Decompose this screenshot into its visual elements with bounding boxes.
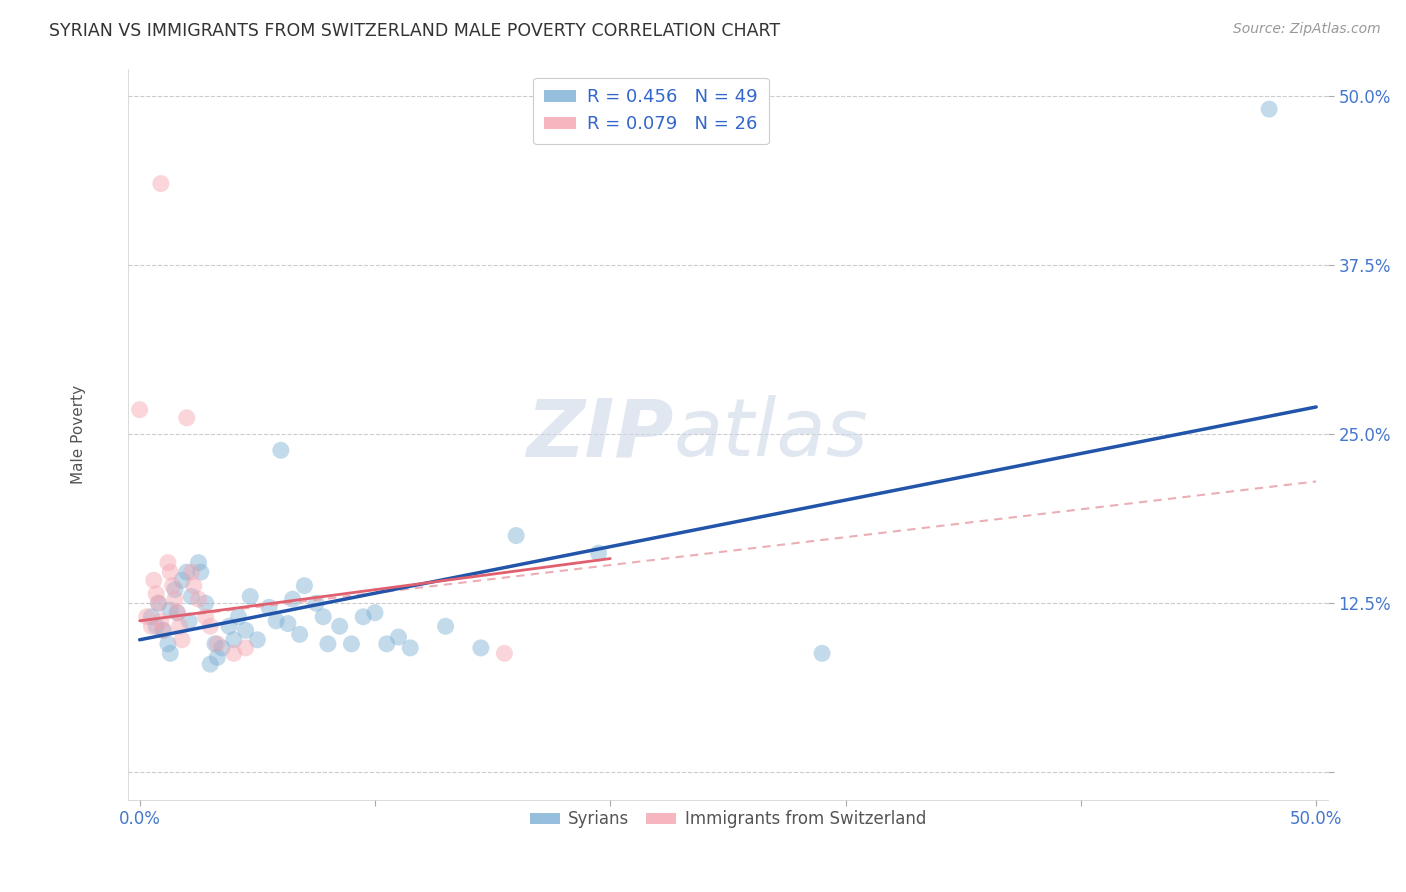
Point xyxy=(316,637,339,651)
Y-axis label: Male Poverty: Male Poverty xyxy=(72,384,86,483)
Point xyxy=(811,646,834,660)
Point xyxy=(235,640,257,655)
Point xyxy=(399,640,422,655)
Point xyxy=(148,596,170,610)
Point xyxy=(200,657,222,672)
Point xyxy=(187,556,209,570)
Point xyxy=(222,632,245,647)
Point xyxy=(340,637,363,651)
Point xyxy=(364,606,387,620)
Point xyxy=(145,587,167,601)
Point xyxy=(329,619,352,633)
Point xyxy=(470,640,492,655)
Point xyxy=(494,646,516,660)
Point xyxy=(239,590,262,604)
Point xyxy=(277,616,299,631)
Point xyxy=(162,579,184,593)
Point xyxy=(228,609,250,624)
Point xyxy=(176,565,198,579)
Point xyxy=(352,609,374,624)
Point xyxy=(166,606,188,620)
Point xyxy=(200,619,222,633)
Point xyxy=(159,565,181,579)
Point xyxy=(387,630,409,644)
Point xyxy=(152,624,174,638)
Point xyxy=(194,609,217,624)
Point xyxy=(375,637,398,651)
Point xyxy=(207,637,229,651)
Point xyxy=(145,619,167,633)
Point xyxy=(505,528,527,542)
Point xyxy=(169,619,191,633)
Point xyxy=(257,600,280,615)
Point xyxy=(180,590,202,604)
Point xyxy=(163,592,186,607)
Point xyxy=(288,627,311,641)
Point xyxy=(211,640,233,655)
Point xyxy=(141,619,163,633)
Point xyxy=(281,592,304,607)
Point xyxy=(180,565,202,579)
Point xyxy=(207,650,229,665)
Point xyxy=(159,603,181,617)
Point xyxy=(148,596,170,610)
Point xyxy=(1258,102,1281,116)
Point xyxy=(170,632,193,647)
Point xyxy=(588,546,610,560)
Point xyxy=(305,596,328,610)
Point xyxy=(159,646,181,660)
Point xyxy=(246,632,269,647)
Point xyxy=(292,579,315,593)
Point xyxy=(270,443,292,458)
Point xyxy=(190,565,212,579)
Point xyxy=(135,609,157,624)
Point xyxy=(235,624,257,638)
Point xyxy=(264,614,287,628)
Legend: Syrians, Immigrants from Switzerland: Syrians, Immigrants from Switzerland xyxy=(523,804,932,835)
Point xyxy=(156,556,179,570)
Point xyxy=(156,637,179,651)
Point xyxy=(194,596,217,610)
Point xyxy=(222,646,245,660)
Point xyxy=(183,579,205,593)
Point xyxy=(166,606,188,620)
Point xyxy=(204,637,226,651)
Point xyxy=(176,410,198,425)
Point xyxy=(177,614,200,628)
Text: Source: ZipAtlas.com: Source: ZipAtlas.com xyxy=(1233,22,1381,37)
Point xyxy=(187,592,209,607)
Text: SYRIAN VS IMMIGRANTS FROM SWITZERLAND MALE POVERTY CORRELATION CHART: SYRIAN VS IMMIGRANTS FROM SWITZERLAND MA… xyxy=(49,22,780,40)
Point xyxy=(142,573,165,587)
Point xyxy=(141,609,163,624)
Point xyxy=(218,619,240,633)
Point xyxy=(163,582,186,597)
Point xyxy=(312,609,335,624)
Point xyxy=(434,619,457,633)
Point xyxy=(149,614,172,628)
Text: atlas: atlas xyxy=(673,395,869,473)
Point xyxy=(170,573,193,587)
Point xyxy=(152,624,174,638)
Point xyxy=(149,177,172,191)
Text: ZIP: ZIP xyxy=(527,395,673,473)
Point xyxy=(128,402,150,417)
